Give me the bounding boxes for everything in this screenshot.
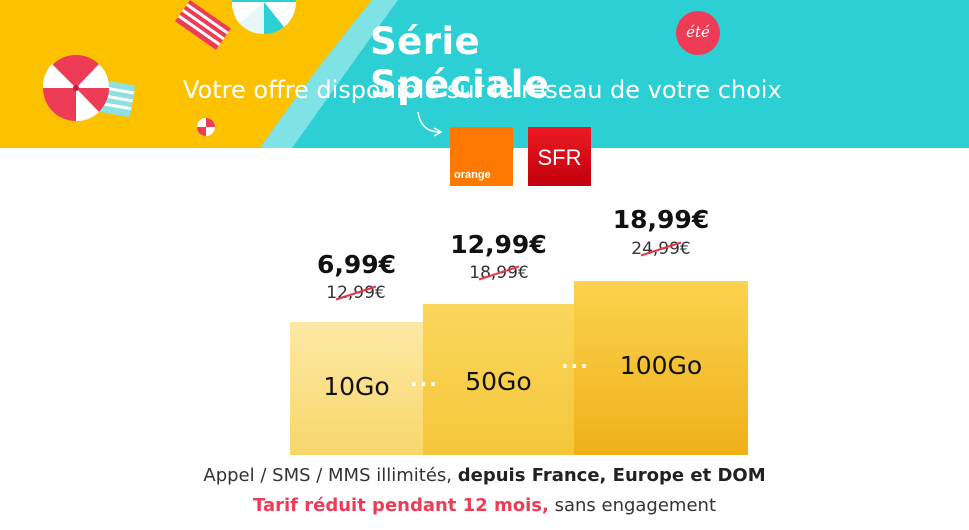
plan-50go-card[interactable]: 50Go [423, 304, 574, 455]
features-regular: Appel / SMS / MMS illimités, [203, 465, 453, 486]
plan-100go-data: 100Go [619, 351, 703, 380]
features-line: Appel / SMS / MMS illimités, depuis Fran… [0, 465, 969, 486]
plan-100go-card[interactable]: 100Go [574, 281, 748, 455]
sfr-logo[interactable]: SFR [528, 127, 591, 186]
dots-separator: ··· [410, 372, 439, 396]
orange-logo-label: orange [454, 169, 491, 181]
plan-50go-price: 12,99€ [450, 230, 547, 259]
banner-title: Série Spéciale [370, 20, 550, 106]
beach-ball-icon [197, 118, 215, 136]
orange-logo[interactable]: orange [450, 127, 513, 186]
reduced-rate-text: Tarif réduit pendant 12 mois, [252, 495, 549, 516]
no-commitment-text: sans engagement [554, 495, 717, 516]
umbrella-left-icon [42, 55, 110, 122]
summer-banner: Série Spéciale été Votre offre disponibl… [0, 0, 969, 148]
plan-10go-data: 10Go [323, 372, 390, 401]
dots-separator: ··· [561, 354, 590, 378]
plan-10go-price: 6,99€ [316, 250, 397, 279]
features-bold: depuis France, Europe et DOM [457, 465, 766, 486]
sfr-logo-label: SFR [537, 145, 582, 170]
conditions-line: Tarif réduit pendant 12 mois, sans engag… [0, 495, 969, 516]
plan-100go-old-price: 24,99€ [630, 239, 692, 259]
ete-badge: été [676, 11, 720, 55]
umbrella-top-icon [231, 0, 296, 35]
plan-10go-old-price: 12,99€ [325, 283, 387, 303]
plan-50go-old-price: 18,99€ [468, 263, 530, 283]
plan-100go-price: 18,99€ [612, 205, 710, 234]
plan-50go-data: 50Go [465, 367, 532, 396]
banner-subtitle: Votre offre disponible sur le réseau de … [183, 76, 782, 104]
plan-10go-card[interactable]: 10Go [290, 322, 423, 455]
beach-illustration [0, 0, 443, 148]
